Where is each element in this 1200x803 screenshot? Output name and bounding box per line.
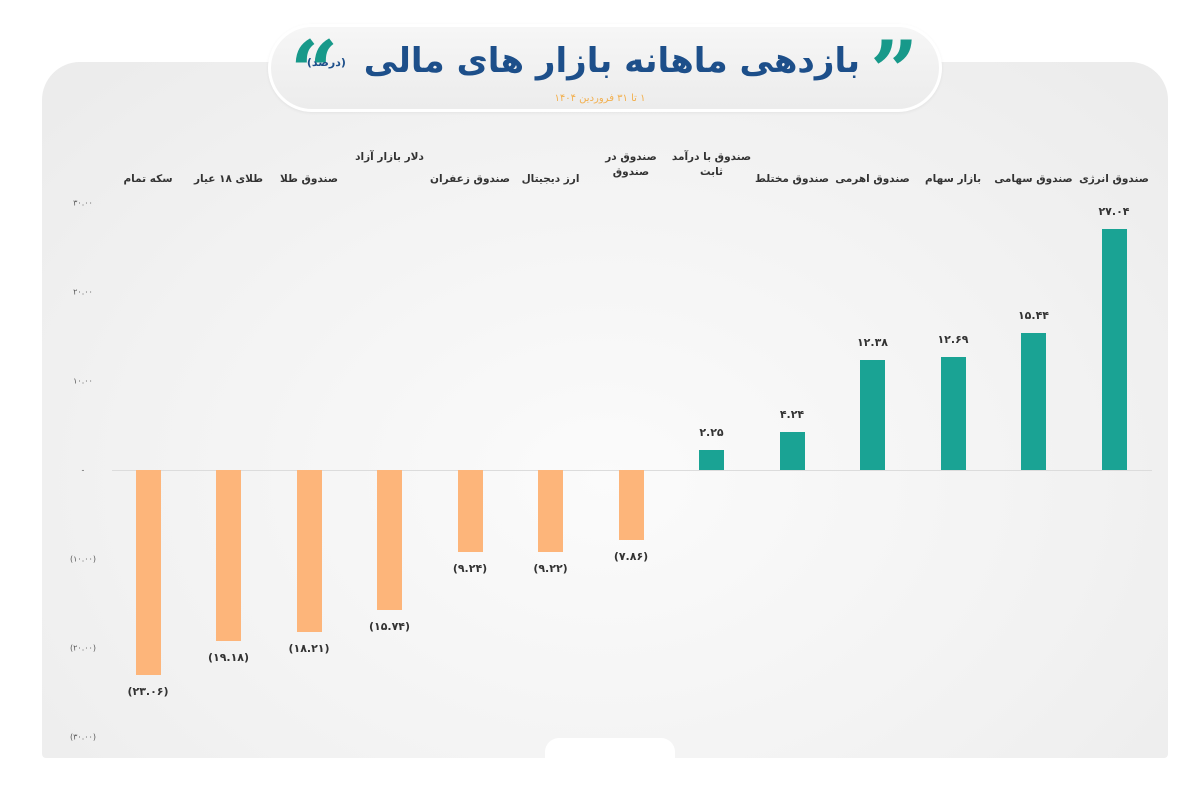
- bar: [699, 449, 724, 470]
- y-tick-label: (۳۰.۰۰): [70, 732, 96, 742]
- bar-value-label: ۱۲.۶۹: [937, 333, 969, 347]
- bar-value-label: ۱۵.۴۴: [1017, 308, 1050, 322]
- card-notch: [545, 738, 675, 760]
- category-label: سکه تمام: [123, 173, 173, 185]
- category-label: دلار بازار آزاد: [355, 151, 424, 163]
- bar-value-label: ۲۷.۰۴: [1098, 205, 1130, 219]
- category-label: صندوق مختلط: [755, 173, 829, 185]
- bar: [940, 357, 966, 470]
- bar-value-label: ۴.۲۴: [779, 408, 805, 422]
- category-label: صندوق زعفران: [430, 173, 510, 185]
- bar-value-label: (۷.۸۶): [613, 549, 649, 563]
- bar: [779, 432, 805, 470]
- bar-value-label: (۱۸.۲۱): [288, 642, 330, 656]
- quote-close-icon: ”: [870, 22, 919, 121]
- bar-value-label: (۱۵.۷۴): [368, 620, 411, 634]
- category-label: صندوق در صندوق: [605, 151, 657, 178]
- bar-value-label: (۹.۲۲): [533, 562, 568, 576]
- bar-value-label: (۱۹.۱۸): [207, 650, 250, 664]
- bar: [457, 470, 483, 553]
- y-tick-label: (۲۰.۰۰): [70, 643, 96, 653]
- bar: [860, 359, 885, 470]
- category-label: صندوق طلا: [280, 173, 338, 185]
- bar: [1021, 332, 1046, 470]
- bar: [296, 470, 322, 633]
- bar-value-label: (۲۳.۰۶): [127, 685, 169, 699]
- category-label: طلای ۱۸ عیار: [193, 173, 264, 185]
- y-tick-label: ۳۰.۰۰: [73, 198, 93, 208]
- chart-title: بازدهی ماهانه بازار های مالی (درصد): [307, 36, 860, 86]
- chart-subtitle: ۱ تا ۳۱ فروردین ۱۴۰۴: [554, 93, 646, 104]
- category-label: صندوق با درآمد ثابت: [671, 151, 752, 178]
- chart-card: [42, 62, 1168, 758]
- chart-title-unit: (درصد): [306, 55, 346, 69]
- bar: [1101, 229, 1127, 470]
- category-label: بازار سهام: [924, 173, 982, 185]
- y-tick-label: -: [81, 465, 85, 475]
- bar: [618, 470, 644, 540]
- y-tick-label: ۱۰.۰۰: [73, 376, 93, 386]
- y-tick-label: (۱۰.۰۰): [70, 554, 96, 564]
- bar: [538, 470, 563, 553]
- category-label: صندوق سهامی: [994, 173, 1073, 185]
- bar: [377, 470, 402, 611]
- bar-value-label: ۲.۲۵: [699, 425, 724, 439]
- category-label: صندوق اهرمی: [835, 173, 910, 185]
- y-tick-label: ۲۰.۰۰: [73, 287, 93, 297]
- quote-open-icon: “: [290, 22, 339, 121]
- chart-title-text: بازدهی ماهانه بازار های مالی: [363, 41, 860, 81]
- category-label: صندوق انرژی: [1079, 173, 1149, 185]
- bar: [135, 470, 161, 676]
- bar: [216, 470, 241, 641]
- bar-value-label: (۹.۲۴): [452, 562, 488, 576]
- title-banner: [268, 24, 942, 112]
- category-label: ارز دیجیتال: [521, 173, 580, 185]
- bar-value-label: ۱۲.۳۸: [856, 335, 889, 349]
